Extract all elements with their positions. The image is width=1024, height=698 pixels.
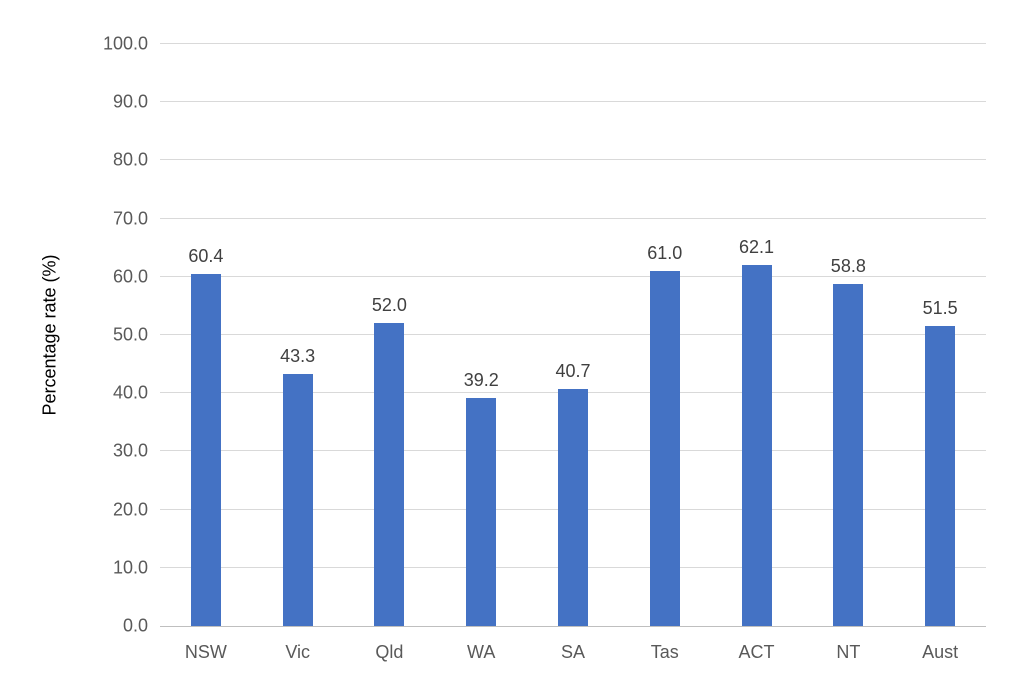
bar-value-label: 51.5 bbox=[922, 298, 958, 319]
bar-wa bbox=[466, 397, 497, 626]
bar-tas bbox=[649, 270, 680, 626]
x-axis-category-label: NSW bbox=[184, 642, 227, 662]
bar-value-label: 39.2 bbox=[463, 369, 499, 390]
y-axis-tick-label: 10.0 bbox=[112, 557, 148, 578]
y-axis-tick-label: 50.0 bbox=[112, 324, 148, 345]
x-axis-category-label: NT bbox=[836, 642, 861, 662]
bar-act bbox=[741, 264, 772, 626]
plot-area: 60.4 43.3 52.0 39.2 40.7 61.0 62.1 58.8 51.5 bbox=[160, 43, 986, 627]
bar-value-label: 60.4 bbox=[188, 246, 224, 267]
y-axis-tick-label: 100.0 bbox=[102, 33, 148, 54]
x-axis-category-label: ACT bbox=[738, 642, 775, 662]
bar-value-label: 43.3 bbox=[280, 346, 316, 366]
y-axis-tick-label: 30.0 bbox=[112, 440, 148, 461]
bar-aust bbox=[925, 326, 956, 626]
bar-qld bbox=[374, 323, 405, 626]
bar-value-label: 52.0 bbox=[371, 295, 407, 316]
bar-value-label: 40.7 bbox=[555, 361, 591, 382]
x-axis-category-label: Vic bbox=[285, 642, 310, 662]
gridline bbox=[160, 275, 986, 277]
bar-value-label: 61.0 bbox=[647, 242, 683, 263]
bar-value-label: 58.8 bbox=[830, 255, 866, 276]
gridline bbox=[160, 334, 986, 335]
bar-nt bbox=[833, 283, 864, 626]
y-axis-tick-label: 70.0 bbox=[112, 208, 148, 229]
y-axis-tick-label: 20.0 bbox=[112, 499, 148, 520]
x-axis-category-label: Tas bbox=[650, 642, 679, 662]
x-axis-category-label: WA bbox=[467, 642, 496, 662]
y-axis-tick-label: 80.0 bbox=[112, 149, 148, 170]
gridline bbox=[160, 217, 986, 219]
bar-nsw bbox=[190, 274, 221, 626]
x-axis-category-label: SA bbox=[560, 642, 586, 662]
x-axis-category-label: Qld bbox=[375, 642, 404, 662]
bar-value-label: 62.1 bbox=[739, 236, 775, 257]
bar-sa bbox=[558, 389, 588, 626]
gridline bbox=[160, 159, 986, 161]
y-axis-tick-label: 0.0 bbox=[122, 615, 148, 636]
x-axis-category-label: Aust bbox=[922, 642, 959, 662]
gridline bbox=[160, 101, 986, 103]
y-axis-tick-label: 90.0 bbox=[112, 91, 148, 112]
bar-vic bbox=[282, 374, 313, 626]
y-axis-tick-label: 60.0 bbox=[112, 266, 148, 287]
y-axis-title: Percentage rate (%) bbox=[39, 254, 60, 416]
y-axis-tick-label: 40.0 bbox=[112, 382, 148, 403]
gridline bbox=[160, 43, 986, 44]
